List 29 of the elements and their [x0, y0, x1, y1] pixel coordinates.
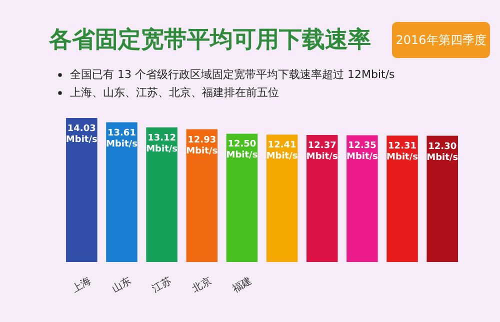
- text: 上海、山东、江苏、北京、福建排在前五位: [70, 86, 279, 99]
- bar: [266, 134, 298, 262]
- x-tick-label: 福建: [230, 274, 254, 296]
- bar: [66, 118, 98, 262]
- bar: [106, 122, 138, 262]
- data-label: 12.41 Mbit/s: [266, 140, 298, 162]
- x-tick-label: 江苏: [150, 274, 174, 296]
- data-label: 13.12 Mbit/s: [146, 133, 178, 154]
- x-tick-label: 上海: [70, 274, 94, 296]
- x-tick-label: 北京: [190, 274, 214, 296]
- chart-subtitle: 2016年第四季度: [396, 33, 486, 47]
- bar: [386, 136, 418, 262]
- data-label: 12.31 Mbit/s: [386, 142, 418, 163]
- data-label: 12.50 Mbit/s: [226, 140, 258, 161]
- bar: [146, 127, 178, 262]
- text: 全国已有 13 个省级行政区域固定宽带平均下载速率超过 12Mbit/s: [70, 68, 396, 81]
- bar: [306, 135, 338, 262]
- data-label: 14.03 Mbit/s: [66, 124, 98, 145]
- bar: [226, 134, 258, 262]
- x-tick-label: 山东: [110, 274, 134, 296]
- bar: [186, 129, 218, 262]
- chart-title: 各省固定宽带平均可用下载速率: [48, 26, 371, 53]
- bar: [346, 135, 378, 262]
- data-label: 12.35 Mbit/s: [346, 141, 378, 162]
- data-label: 12.93 Mbit/s: [186, 135, 218, 156]
- data-label: 13.61 Mbit/s: [106, 128, 138, 150]
- data-label: 12.37 Mbit/s: [306, 141, 338, 162]
- data-label: 12.30 Mbit/s: [426, 142, 458, 163]
- bar: [426, 136, 458, 262]
